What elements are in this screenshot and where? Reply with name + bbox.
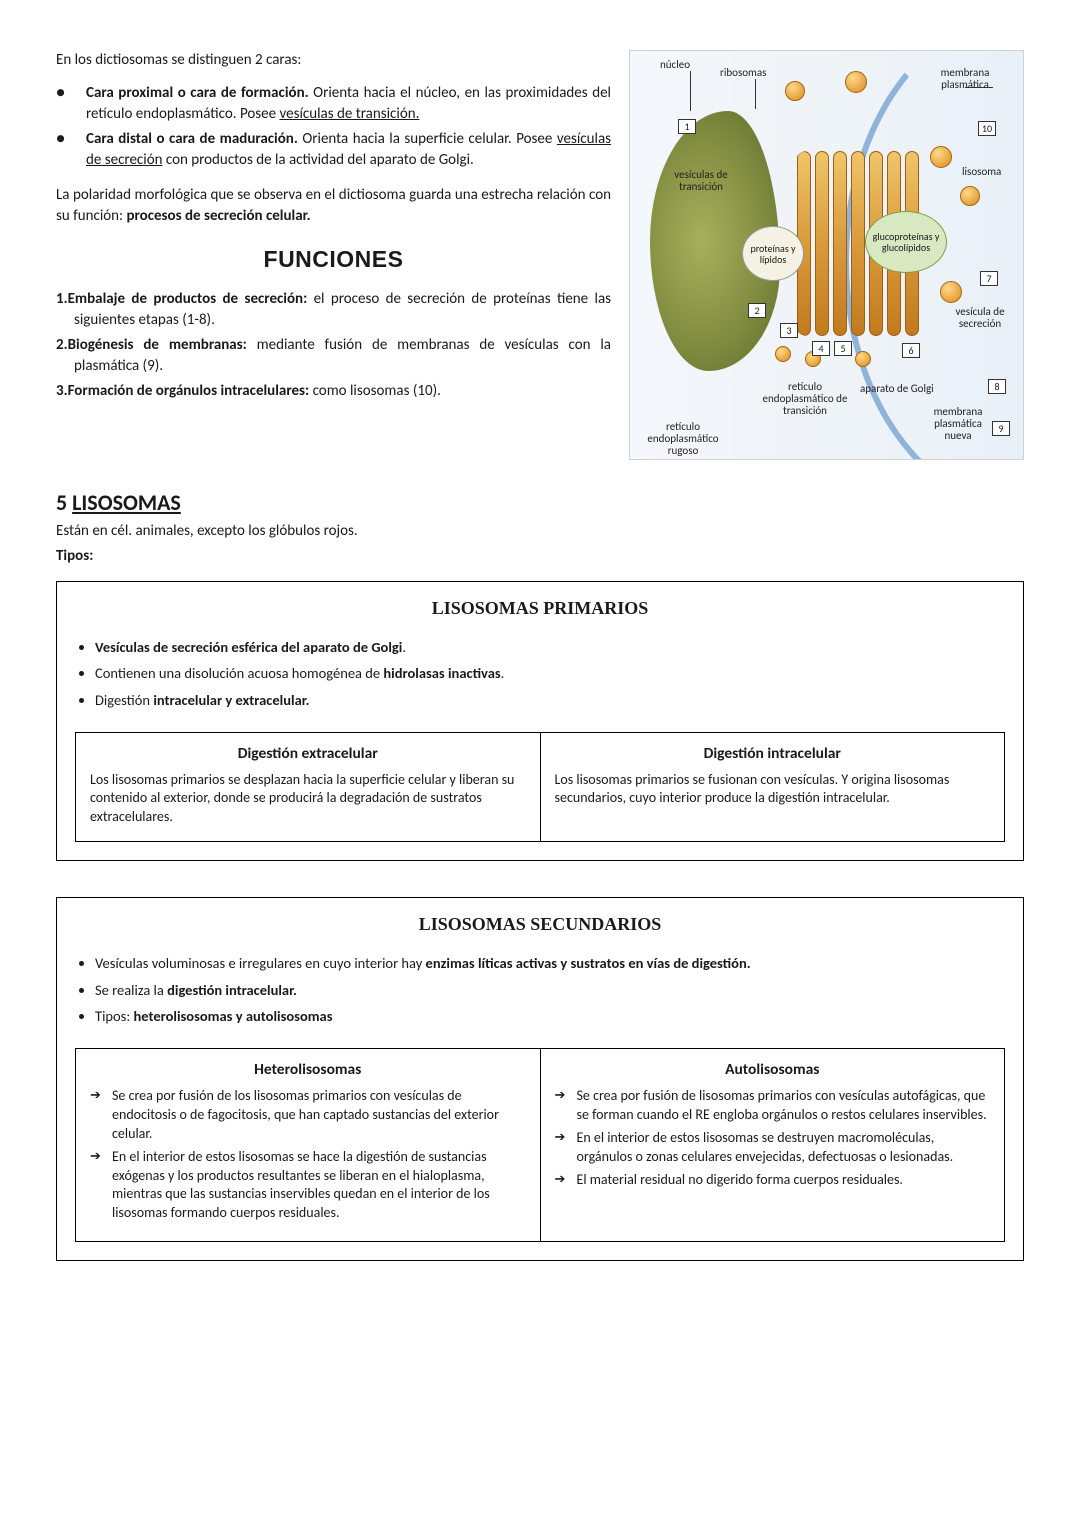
auto-list: Se crea por fusión de lisosomas primario… [555,1087,991,1189]
vesicle-icon [785,81,805,101]
text-column: En los dictiosomas se distinguen 2 caras… [56,50,611,460]
extra-title: Digestión extracelular [90,743,526,765]
list-item: El material residual no digerido forma c… [555,1171,991,1190]
list-item: Contienen una disolución acuosa homogéne… [95,663,1005,683]
intro-text: En los dictiosomas se distinguen 2 caras… [56,50,611,71]
vesicle-icon [940,281,962,303]
list-item: Se crea por fusión de los lisosomas prim… [90,1087,526,1144]
diagram-number-10: 10 [978,121,996,136]
primarios-box: LISOSOMAS PRIMARIOS Vesículas de secreci… [56,581,1024,861]
bullet-dot-icon: ● [56,83,86,125]
hetero-list: Se crea por fusión de los lisosomas prim… [90,1087,526,1223]
primarios-list: Vesículas de secreción esférica del apar… [57,633,1023,732]
auto-cell: Autolisosomas Se crea por fusión de liso… [540,1049,1005,1241]
section-5-heading: 5 LISOSOMAS [56,488,1024,519]
polarity-text: La polaridad morfológica que se observa … [56,185,611,227]
protein-label: proteínas y lípidos [742,226,804,281]
extra-cell: Digestión extracelular Los lisosomas pri… [76,733,540,841]
label-nucleo: núcleo [660,59,690,71]
label-vesiculas-trans: vesículas de transición [668,169,734,193]
label-ribosomas: ribosomas [720,67,766,79]
label-membrana-nueva: membrana plasmática nueva [928,406,988,442]
diagram-number-7: 7 [980,271,998,286]
secundarios-box: LISOSOMAS SECUNDARIOS Vesículas volumino… [56,897,1024,1261]
secundarios-list: Vesículas voluminosas e irregulares en c… [57,949,1023,1048]
diagram-number-2: 2 [748,303,766,318]
label-lisosoma: lisosoma [962,166,1001,178]
diagram-number-9: 9 [992,421,1010,436]
proximal-bold: Cara proximal o cara de formación. [86,84,309,102]
hetero-title: Heterolisosomas [90,1059,526,1081]
vesicle-icon [930,146,952,168]
vesicle-icon [845,71,867,93]
bullet-proximal: ● Cara proximal o cara de formación. Ori… [56,83,611,125]
intra-title: Digestión intracelular [555,743,991,765]
list-item: Se crea por fusión de lisosomas primario… [555,1087,991,1125]
top-section: En los dictiosomas se distinguen 2 caras… [56,50,1024,460]
list-item: En el interior de estos lisosomas se hac… [90,1148,526,1224]
secundarios-table: Heterolisosomas Se crea por fusión de lo… [75,1048,1005,1242]
label-ret-trans: retículo endoplasmático de transición [760,381,850,417]
funcion-2: 2.Biogénesis de membranas: mediante fusi… [56,335,611,377]
primarios-table: Digestión extracelular Los lisosomas pri… [75,732,1005,842]
gluco-label: glucoproteínas y glucolípidos [865,211,947,273]
label-golgi: aparato de Golgi [860,383,934,395]
list-item: En el interior de estos lisosomas se des… [555,1129,991,1167]
bullet-distal: ● Cara distal o cara de maduración. Orie… [56,129,611,171]
intra-text: Los lisosomas primarios se fusionan con … [555,771,991,809]
label-ret-rugoso: retículo endoplasmático rugoso [638,421,728,457]
bullet-dot-icon: ● [56,129,86,171]
funcion-3: 3.Formación de orgánulos intracelulares:… [56,381,611,402]
diagram-number-4: 4 [812,341,830,356]
list-item: Tipos: heterolisosomas y autolisosomas [95,1006,1005,1026]
section-5-sub: Están en cél. animales, excepto los glób… [56,521,1024,542]
list-item: Vesículas voluminosas e irregulares en c… [95,953,1005,973]
vesicle-icon [775,346,791,362]
list-item: Digestión intracelular y extracelular. [95,690,1005,710]
intra-cell: Digestión intracelular Los lisosomas pri… [540,733,1005,841]
diagram-number-3: 3 [780,323,798,338]
distal-bold: Cara distal o cara de maduración. [86,130,298,148]
label-ves-secrecion: vesícula de secreción [948,306,1012,330]
distal-tail: con productos de la actividad del aparat… [162,151,473,169]
vesicle-icon [960,186,980,206]
funcion-1: 1.Embalaje de productos de secreción: el… [56,289,611,331]
list-item: Vesículas de secreción esférica del apar… [95,637,1005,657]
primarios-title: LISOSOMAS PRIMARIOS [57,582,1023,633]
proximal-underline: vesículas de transición. [279,105,419,123]
funciones-heading: FUNCIONES [56,243,611,275]
section-5: 5 LISOSOMAS Están en cél. animales, exce… [56,488,1024,1261]
hetero-cell: Heterolisosomas Se crea por fusión de lo… [76,1049,540,1241]
diagram-number-6: 6 [902,343,920,358]
distal-rest: Orienta hacia la superficie celular. Pos… [298,130,557,148]
diagram-number-8: 8 [988,379,1006,394]
extra-text: Los lisosomas primarios se desplazan hac… [90,771,526,828]
vesicle-icon [855,351,871,367]
diagram-number-5: 5 [834,341,852,356]
secundarios-title: LISOSOMAS SECUNDARIOS [57,898,1023,949]
tipos-label: Tipos: [56,546,1024,567]
list-item: Se realiza la digestión intracelular. [95,980,1005,1000]
diagram-number-1: 1 [678,119,696,134]
auto-title: Autolisosomas [555,1059,991,1081]
golgi-diagram: proteínas y lípidos glucoproteínas y glu… [629,50,1024,460]
